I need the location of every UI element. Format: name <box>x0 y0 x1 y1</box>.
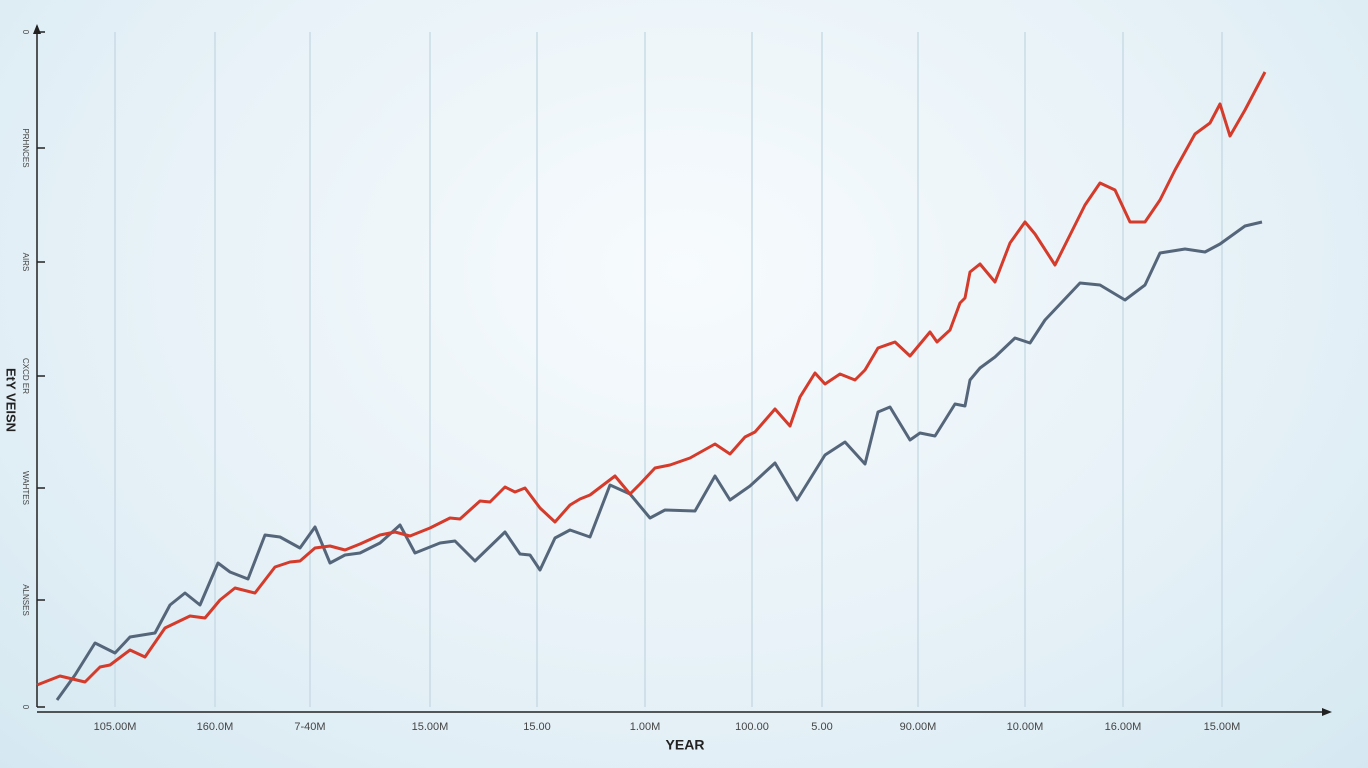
x-tick-label: 100.00 <box>735 721 769 733</box>
y-tick-label: CXCD ER <box>21 358 30 394</box>
x-tick-label: 90.00M <box>900 721 937 733</box>
y-tick-label: 0 <box>21 705 30 710</box>
y-tick-label: ALNSES <box>21 584 30 616</box>
y-axis-label: EtY VEISN <box>4 368 19 432</box>
x-tick-label: 15.00 <box>523 721 551 733</box>
x-tick-label: 5.00 <box>811 721 832 733</box>
line-series <box>36 71 1267 687</box>
x-axis-label: YEAR <box>666 737 705 753</box>
x-tick-label: 16.00M <box>1105 721 1142 733</box>
y-tick-label: AIRS <box>21 253 30 272</box>
line-series <box>55 220 1263 701</box>
y-tick-label: PRHNCES <box>21 128 30 167</box>
x-tick-label: 7-40M <box>294 721 325 733</box>
y-tick-label: WAHTES <box>21 471 30 505</box>
x-tick-label: 15.00M <box>412 721 449 733</box>
x-tick-label: 160.0M <box>197 721 234 733</box>
y-tick-label: 0 <box>21 30 30 35</box>
x-tick-label: 105.00M <box>94 721 137 733</box>
x-arrow <box>1322 708 1332 716</box>
x-tick-label: 15.00M <box>1204 721 1241 733</box>
x-tick-label: 1.00M <box>630 721 661 733</box>
y-arrow <box>33 24 41 34</box>
x-tick-label: 10.00M <box>1007 721 1044 733</box>
